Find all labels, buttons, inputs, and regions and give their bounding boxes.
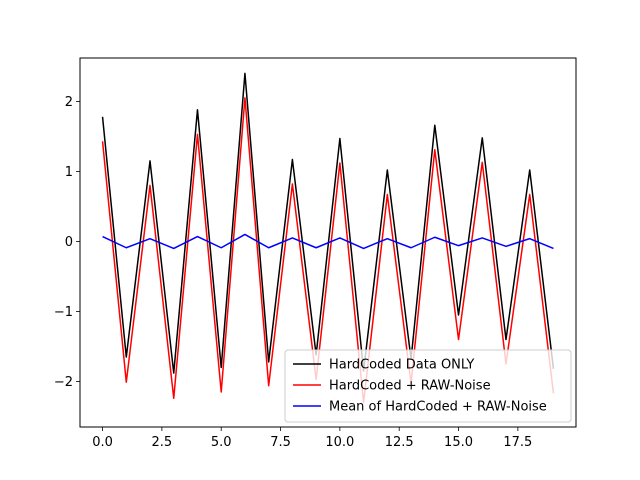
- y-axis: 2 1 0 −1 −2: [54, 95, 80, 390]
- series-line-mean-of-hardcoded-raw-noise: [102, 233, 554, 250]
- y-tick-label: −1: [54, 305, 73, 320]
- x-tick-label: 0.0: [92, 435, 113, 450]
- x-tick-label: 5.0: [211, 435, 232, 450]
- legend: HardCoded Data ONLY HardCoded + RAW-Noise…: [284, 349, 572, 423]
- x-tick-label: 15.0: [444, 435, 473, 450]
- x-tick-label: 10.0: [325, 435, 354, 450]
- y-tick-label: 1: [65, 165, 73, 180]
- y-tick-label: 0: [65, 235, 73, 250]
- y-tick-label: 2: [65, 95, 73, 110]
- legend-label-hardcoded-data-only: HardCoded Data ONLY: [329, 358, 474, 373]
- series-layer: [101, 72, 555, 404]
- x-axis: 0.0 2.5 5.0 7.5 10.0 12.5 15.0 17.5: [92, 427, 532, 450]
- legend-label-mean-of-hardcoded-raw-noise: Mean of HardCoded + RAW-Noise: [329, 400, 547, 415]
- series-line-hardcoded-raw-noise: [101, 97, 555, 404]
- x-tick-label: 12.5: [385, 435, 414, 450]
- x-tick-label: 17.5: [503, 435, 532, 450]
- series-line-hardcoded-data-only: [101, 72, 555, 374]
- y-tick-label: −2: [54, 375, 73, 390]
- legend-box: [284, 349, 572, 423]
- axes-frame: [79, 57, 577, 428]
- x-tick-label: 2.5: [152, 435, 173, 450]
- legend-label-hardcoded-raw-noise: HardCoded + RAW-Noise: [329, 379, 491, 394]
- x-tick-label: 7.5: [270, 435, 291, 450]
